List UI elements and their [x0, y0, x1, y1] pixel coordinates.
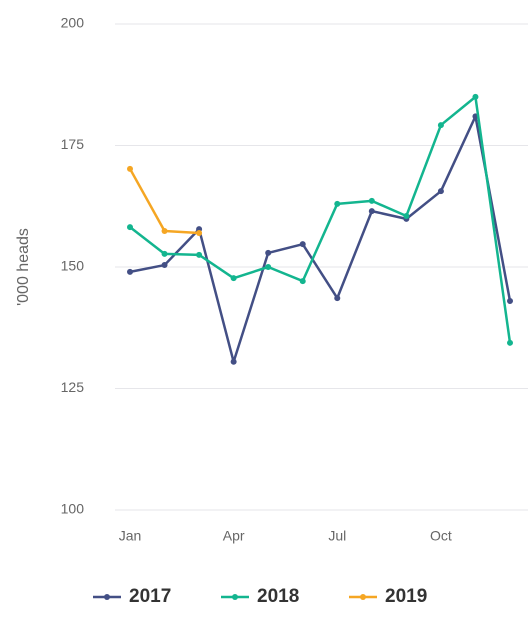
- data-point: [507, 339, 513, 346]
- legend-label: 2017: [129, 586, 171, 607]
- data-point: [507, 298, 513, 305]
- data-point: [127, 268, 133, 275]
- legend-swatch-dot: [360, 594, 366, 600]
- data-point: [127, 165, 133, 172]
- legend-swatch-dot: [232, 594, 238, 600]
- data-point: [334, 295, 341, 302]
- data-point: [127, 224, 133, 231]
- data-point: [230, 358, 237, 365]
- data-point: [437, 188, 444, 195]
- x-tick-label: Jul: [328, 528, 346, 544]
- data-point: [196, 251, 203, 258]
- y-axis-label: '000 heads: [15, 228, 32, 306]
- legend-swatch-dot: [104, 594, 110, 600]
- data-point: [403, 212, 410, 219]
- x-tick-label: Apr: [223, 528, 245, 544]
- data-point: [161, 250, 168, 257]
- data-point: [368, 197, 375, 204]
- y-tick-label: 150: [61, 258, 85, 274]
- data-point: [299, 278, 306, 285]
- legend-label: 2018: [257, 586, 299, 607]
- y-tick-label: 175: [61, 136, 85, 152]
- data-point: [161, 228, 168, 235]
- series-line: [129, 115, 512, 364]
- legend-label: 2019: [385, 586, 427, 607]
- data-point: [437, 122, 444, 129]
- x-tick-label: Oct: [430, 528, 452, 544]
- data-point: [196, 229, 203, 236]
- data-point: [265, 249, 272, 256]
- data-point: [230, 275, 237, 282]
- data-point: [334, 200, 341, 207]
- data-point: [299, 241, 306, 248]
- data-point: [265, 264, 272, 270]
- data-point: [161, 262, 168, 269]
- y-tick-label: 200: [61, 15, 85, 31]
- y-tick-label: 125: [61, 379, 85, 395]
- x-tick-label: Jan: [119, 528, 142, 544]
- data-point: [368, 208, 375, 215]
- y-tick-label: 100: [61, 501, 85, 517]
- data-point: [472, 93, 479, 100]
- series-line: [128, 168, 200, 235]
- series-line: [129, 95, 512, 343]
